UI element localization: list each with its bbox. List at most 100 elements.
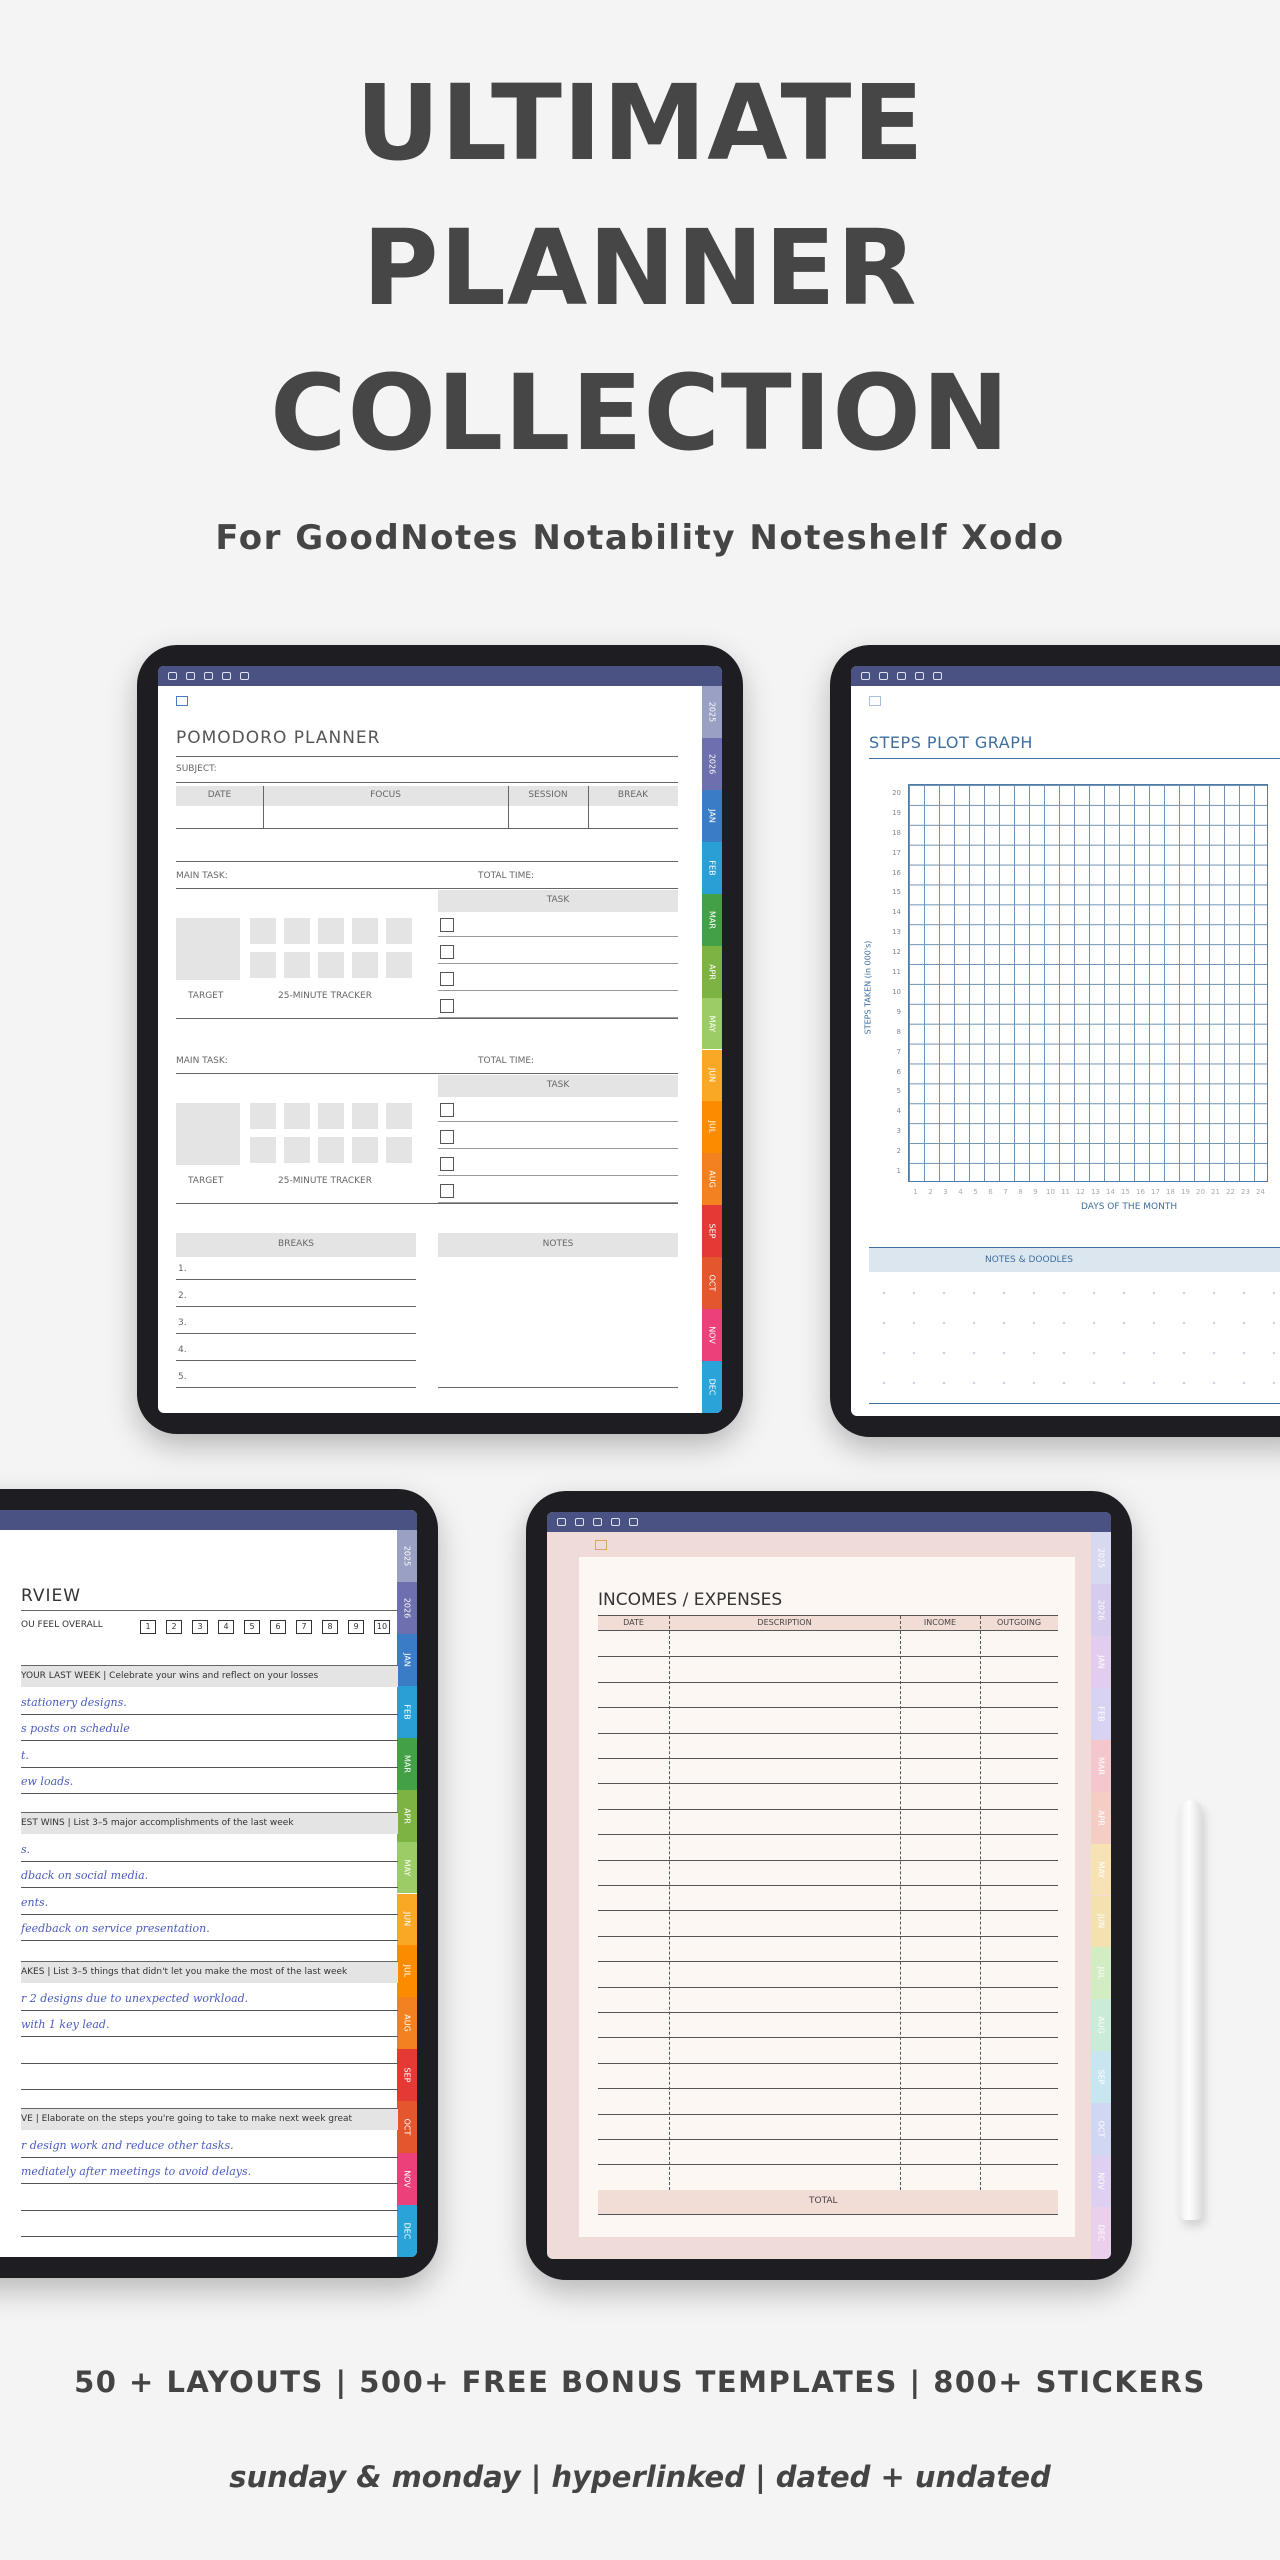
month-tab: DEC bbox=[397, 2205, 417, 2257]
month-tab: 2025 bbox=[397, 1530, 417, 1582]
rule bbox=[21, 2156, 398, 2158]
tab-label: 2025 bbox=[707, 701, 717, 723]
table-header: DATE DESCRIPTION INCOME OUTGOING bbox=[598, 1615, 1058, 1631]
rule bbox=[598, 1783, 1058, 1785]
y-tick-label: 4 bbox=[896, 1107, 901, 1116]
x-tick-label: 19 bbox=[1181, 1188, 1190, 1196]
month-tab: APR bbox=[397, 1789, 417, 1842]
x-tick-label: 4 bbox=[958, 1188, 963, 1196]
month-tab: JUL bbox=[702, 1101, 722, 1154]
y-tick-label: 6 bbox=[896, 1067, 901, 1076]
tablet-screen: 2025 2026 JAN FEB MAR APR MAY JUN JUL AUG SEP OCT NO… bbox=[547, 1512, 1111, 2259]
y-tick-label: 17 bbox=[892, 848, 901, 857]
section-heading: EST WINS | List 3–5 major accomplishment… bbox=[21, 1818, 294, 1828]
column-header: OUTGOING bbox=[996, 1618, 1042, 1627]
scale-box: 10 bbox=[374, 1620, 390, 1634]
toolbar-icon bbox=[186, 672, 195, 680]
y-tick-label: 5 bbox=[896, 1087, 901, 1096]
rule bbox=[21, 2089, 398, 2091]
tracker-box bbox=[318, 918, 344, 944]
tab-label: SEP bbox=[402, 2067, 412, 2083]
tracker-box bbox=[318, 1137, 344, 1163]
tracker-box bbox=[386, 1137, 412, 1163]
tracker-box bbox=[352, 1103, 378, 1129]
tracker-box bbox=[386, 1103, 412, 1129]
rule bbox=[438, 1175, 678, 1176]
total-row bbox=[598, 2189, 1058, 2216]
title-line: ULTIMATE bbox=[355, 62, 925, 184]
handwritten-line: with 1 key lead. bbox=[21, 2018, 110, 2032]
y-tick-label: 14 bbox=[892, 908, 901, 917]
y-axis-label: STEPS TAKEN (in 000's) bbox=[863, 940, 873, 1035]
checkbox bbox=[440, 918, 454, 932]
x-tick-label: 12 bbox=[1076, 1188, 1085, 1196]
divider bbox=[263, 786, 264, 828]
tracker-box bbox=[284, 918, 310, 944]
month-tab: OCT bbox=[397, 2101, 417, 2154]
title: POMODORO PLANNER bbox=[176, 728, 381, 748]
x-tick-label: 8 bbox=[1018, 1188, 1023, 1196]
month-tab: JUN bbox=[1091, 1895, 1111, 1948]
handwritten-line: ents. bbox=[21, 1895, 49, 1909]
y-tick-label: 7 bbox=[896, 1047, 901, 1056]
rule bbox=[21, 2036, 398, 2038]
total-label: TOTAL bbox=[809, 2195, 838, 2206]
x-axis-label: DAYS OF THE MONTH bbox=[1081, 1202, 1178, 1212]
rule bbox=[598, 1910, 1058, 1912]
break-number: 3. bbox=[178, 1318, 187, 1328]
tablet-frame: 2025 2026 JAN FEB MAR APR MAY JUN JUL AUG SEP OCT NO… bbox=[137, 645, 743, 1434]
rule bbox=[176, 1360, 416, 1361]
checkbox bbox=[440, 999, 454, 1013]
tab-label: AUG bbox=[707, 1170, 717, 1189]
tracker-box bbox=[352, 918, 378, 944]
month-tab: JUN bbox=[397, 1893, 417, 1946]
title: RVIEW bbox=[21, 1586, 82, 1606]
rule bbox=[598, 1732, 1058, 1734]
page bbox=[579, 1557, 1075, 2237]
notes-label: NOTES bbox=[542, 1239, 574, 1249]
rule bbox=[598, 2139, 1058, 2140]
tab-label: DEC bbox=[707, 1378, 717, 1396]
divider bbox=[669, 1616, 670, 2216]
features: 50 + LAYOUTS | 500+ FREE BONUS TEMPLATES… bbox=[74, 2365, 1206, 2399]
section-header: EST WINS | List 3–5 major accomplishment… bbox=[21, 1812, 398, 1834]
column-header: BREAK bbox=[617, 790, 649, 800]
month-tab: DEC bbox=[1091, 2207, 1111, 2259]
break-number: 5. bbox=[178, 1372, 187, 1382]
tab-label: MAY bbox=[1096, 1861, 1106, 1878]
month-tab: 2026 bbox=[702, 737, 722, 790]
task-label: TASK bbox=[546, 1080, 570, 1090]
rule bbox=[438, 1387, 678, 1388]
rule bbox=[598, 1656, 1058, 1658]
task-label: TASK bbox=[546, 895, 570, 905]
month-tab: FEB bbox=[1091, 1687, 1111, 1740]
toolbar-icon bbox=[593, 1518, 602, 1526]
toolbar bbox=[0, 1510, 417, 1530]
rule bbox=[598, 1681, 1058, 1683]
tab-label: FEB bbox=[707, 860, 717, 876]
tab-label: MAR bbox=[402, 1754, 412, 1773]
x-tick-label: 9 bbox=[1033, 1188, 1038, 1196]
tab-label: JAN bbox=[1096, 1654, 1106, 1669]
divider bbox=[980, 1616, 981, 2216]
breaks-header: BREAKS bbox=[176, 1233, 416, 1257]
table-header: DATE FOCUS SESSION BREAK bbox=[176, 786, 678, 806]
column-header: INCOME bbox=[923, 1618, 957, 1627]
tab-label: NOV bbox=[707, 1326, 717, 1344]
tab-label: JUN bbox=[1096, 1914, 1106, 1929]
handwritten-line: stationery designs. bbox=[21, 1695, 127, 1709]
month-tab: 2026 bbox=[1091, 1583, 1111, 1636]
tab-label: APR bbox=[1096, 1809, 1106, 1826]
column-header: FOCUS bbox=[370, 790, 401, 800]
x-tick-label: 1 bbox=[913, 1188, 918, 1196]
label: MAIN TASK: bbox=[176, 871, 228, 881]
section-heading: YOUR LAST WEEK | Celebrate your wins and… bbox=[21, 1671, 319, 1681]
month-tab: MAR bbox=[1091, 1739, 1111, 1792]
rule bbox=[176, 1018, 678, 1019]
x-tick-label: 5 bbox=[973, 1188, 978, 1196]
tab-label: 2026 bbox=[402, 1597, 412, 1619]
y-tick-label: 20 bbox=[892, 788, 901, 797]
rule bbox=[21, 1740, 398, 1742]
label: TARGET bbox=[188, 1176, 224, 1186]
tab-label: APR bbox=[402, 1807, 412, 1824]
